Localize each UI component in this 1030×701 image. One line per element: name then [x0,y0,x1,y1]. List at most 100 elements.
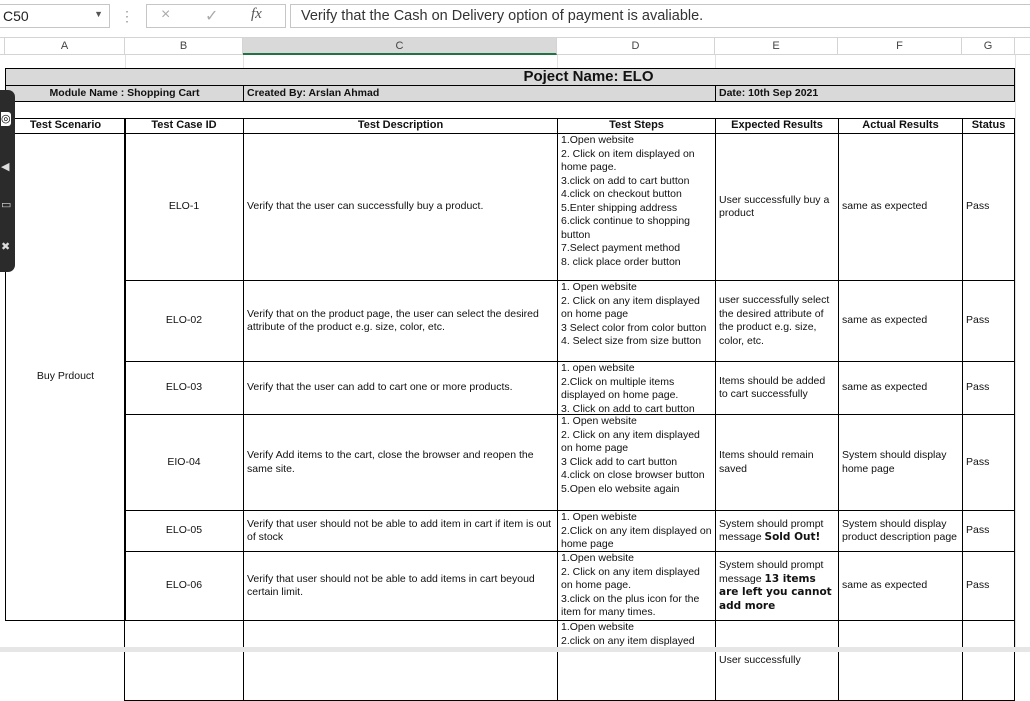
name-box[interactable]: C50 ▼ [0,4,110,28]
enter-icon[interactable]: ✓ [205,8,219,25]
test-description-cell[interactable] [243,620,558,701]
expected-results-cell-text: System should prompt message [719,517,827,544]
date[interactable]: Date: 10th Sep 2021 [715,85,1015,102]
camera-icon[interactable]: ◎ [1,112,11,126]
test-steps-cell[interactable]: 1. open website 2.Click on multiple item… [557,361,716,415]
status-cell[interactable]: Pass [962,551,1015,621]
column-header-d[interactable]: D [557,38,715,55]
header-actual-results[interactable]: Actual Results [838,118,963,134]
status-cell-text: Pass [966,200,990,213]
expected-results-cell[interactable]: Items should be added to cart successful… [715,361,839,415]
status-cell[interactable]: Pass [962,361,1015,415]
row-header-corner[interactable] [0,38,5,55]
test-description-cell[interactable]: Verify that the user can successfully bu… [243,133,558,281]
column-header-b[interactable]: B [125,38,243,55]
test-description-cell-text: Verify that on the product page, the use… [247,307,542,334]
header-test-scenario[interactable]: Test Scenario [5,118,126,134]
test-case-id-cell[interactable] [124,620,244,701]
column-header-c[interactable]: C [243,38,557,55]
column-header-e[interactable]: E [715,38,838,55]
expected-results-cell[interactable]: User successfully [715,620,839,701]
formula-input[interactable]: Verify that the Cash on Delivery option … [290,4,1030,28]
status-cell[interactable] [962,620,1015,701]
module-name[interactable]: Module Name : Shopping Cart [5,85,244,102]
scenario-text: Buy Prdouct [36,369,95,382]
expected-results-cell[interactable]: user successfully select the desired att… [715,280,839,362]
header-status[interactable]: Status [962,118,1015,134]
header-test-description[interactable]: Test Description [243,118,558,134]
status-cell[interactable]: Pass [962,414,1015,511]
actual-results-cell-text: same as expected [842,314,928,327]
test-case-id-cell[interactable]: EIO-04 [124,414,244,511]
actual-results-cell[interactable]: same as expected [838,361,963,415]
record-icon[interactable]: ◀ [1,161,10,173]
test-case-id-cell[interactable]: ELO-03 [124,361,244,415]
expected-results-cell[interactable]: User successfully buy a product [715,133,839,281]
actual-results-cell[interactable]: same as expected [838,551,963,621]
test-steps-cell[interactable]: 1. Open website 2. Click on any item dis… [557,414,716,511]
status-cell[interactable]: Pass [962,133,1015,281]
test-steps-cell[interactable]: 1.Open website 2. Click on any item disp… [557,551,716,621]
test-description-cell[interactable]: Verify that the user can add to cart one… [243,361,558,415]
actual-results-cell[interactable]: System should display product descriptio… [838,510,963,552]
actual-results-cell[interactable]: same as expected [838,280,963,362]
header-test-case-id[interactable]: Test Case ID [124,118,244,134]
gridline [715,55,716,68]
test-case-id-cell-text: ELO-06 [165,579,203,592]
test-steps-cell[interactable]: 1. Open webiste 2.Click on any item disp… [557,510,716,552]
project-title[interactable]: Poject Name: ELO [5,68,1015,86]
gridline [1015,55,1016,647]
test-description-cell-text: Verify that user should not be able to a… [247,517,555,544]
gridline [557,55,558,68]
expected-results-cell-text: User successfully [719,653,801,666]
test-steps-cell[interactable]: 1.Open website 2.click on any item displ… [557,620,716,701]
column-header-f[interactable]: F [838,38,962,55]
test-case-id-cell[interactable]: ELO-06 [124,551,244,621]
test-description-cell[interactable]: Verify that on the product page, the use… [243,280,558,362]
expected-results-cell[interactable]: System should prompt message 13 items ar… [715,551,839,621]
test-steps-cell[interactable]: 1.Open website 2. Click on item displaye… [557,133,716,281]
sheet-tab-bar [0,647,1030,652]
expected-results-bold-text: 13 items are left you cannot add more [719,572,836,612]
column-header-g[interactable]: G [962,38,1015,55]
test-scenario-cell[interactable]: Buy Prdouct [5,133,126,621]
expected-results-cell[interactable]: System should prompt message Sold Out! [715,510,839,552]
status-cell-text: Pass [966,524,990,537]
test-steps-cell[interactable]: 1. Open website 2. Click on any item dis… [557,280,716,362]
test-steps-cell-text: 1.Open website 2. Click on any item disp… [561,552,700,618]
status-cell-text: Pass [966,381,990,394]
expected-results-cell[interactable]: Items should remain saved [715,414,839,511]
test-description-cell-text: Verify that the user can successfully bu… [247,200,484,213]
screen-icon[interactable]: ▭ [1,199,12,211]
test-case-id-cell[interactable]: ELO-05 [124,510,244,552]
cancel-icon[interactable]: × [161,6,171,23]
test-case-id-cell-text: ELO-1 [168,200,200,213]
test-case-id-cell[interactable]: ELO-02 [124,280,244,362]
actual-results-cell-text: same as expected [842,579,928,592]
actual-results-cell[interactable]: System should display home page [838,414,963,511]
status-cell[interactable]: Pass [962,510,1015,552]
test-case-id-cell[interactable]: ELO-1 [124,133,244,281]
test-steps-cell-text: 1. Open webiste 2.Click on any item disp… [561,511,712,550]
column-header-a[interactable]: A [5,38,125,55]
header-test-steps[interactable]: Test Steps [557,118,716,134]
status-cell[interactable]: Pass [962,280,1015,362]
header-expected-results[interactable]: Expected Results [715,118,839,134]
settings-icon[interactable]: ✖ [1,241,11,253]
test-description-cell[interactable]: Verify Add items to the cart, close the … [243,414,558,511]
actual-results-cell-text: System should display home page [842,449,950,475]
chevron-down-icon[interactable]: ▼ [94,9,103,19]
formula-buttons: × ✓ fx [146,4,286,28]
status-cell-text: Pass [966,579,990,592]
test-description-cell[interactable]: Verify that user should not be able to a… [243,510,558,552]
expected-results-cell-text: System should prompt message [719,559,827,585]
insert-function-icon[interactable]: fx [251,6,262,22]
created-by[interactable]: Created By: Arslan Ahmad [243,85,716,102]
status-cell-text: Pass [966,455,990,468]
test-description-cell[interactable]: Verify that user should not be able to a… [243,551,558,621]
actual-results-cell[interactable]: same as expected [838,133,963,281]
name-box-value: C50 [3,8,29,24]
actual-results-cell[interactable] [838,620,963,701]
gridline [243,55,244,68]
test-steps-cell-text: 1.Open website 2.click on any item displ… [561,621,695,647]
